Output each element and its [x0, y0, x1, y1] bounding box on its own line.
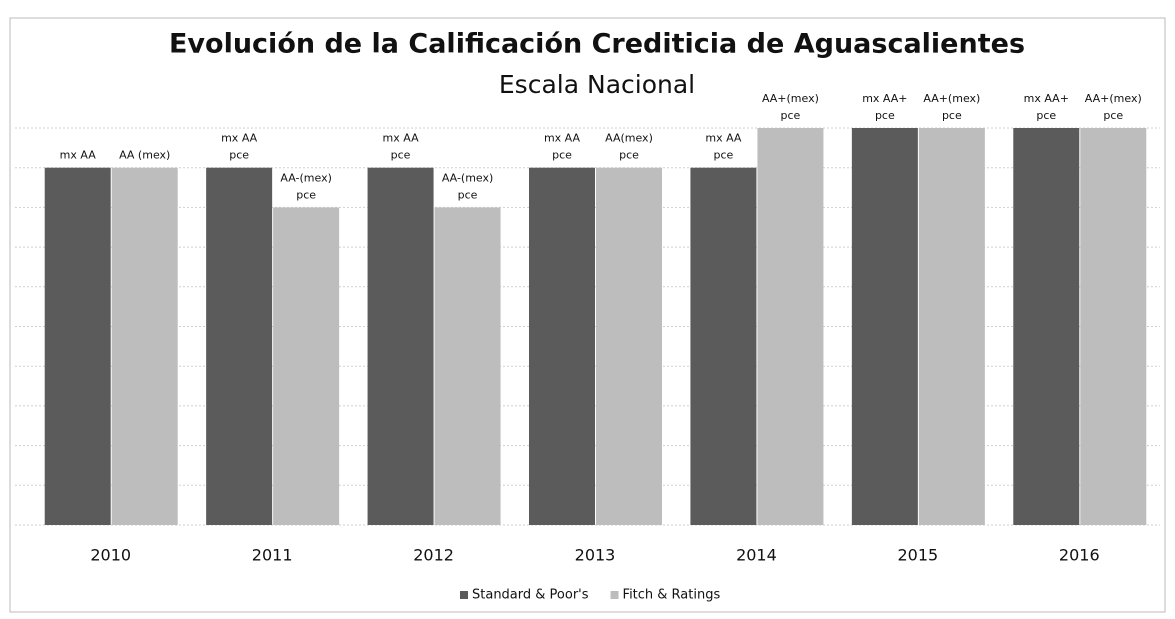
- data-label: pce: [552, 149, 572, 162]
- bar: [434, 207, 501, 525]
- bar: [757, 128, 824, 525]
- legend-swatch: [460, 591, 468, 599]
- bar: [111, 167, 178, 525]
- bar: [367, 167, 434, 525]
- bar: [206, 167, 273, 525]
- data-label: mx AA+: [1024, 92, 1069, 105]
- chart-title: Evolución de la Calificación Crediticia …: [169, 29, 1025, 60]
- data-label: pce: [942, 109, 962, 122]
- bar: [1013, 128, 1080, 525]
- data-label: mx AA+: [862, 92, 907, 105]
- data-label: pce: [229, 149, 249, 162]
- x-tick-label: 2011: [252, 546, 293, 565]
- data-label: pce: [875, 109, 895, 122]
- data-label: pce: [391, 149, 411, 162]
- legend-swatch: [610, 591, 619, 599]
- bar: [851, 128, 918, 525]
- data-label: mx AA: [221, 132, 258, 145]
- data-label: pce: [1103, 109, 1123, 122]
- data-label: pce: [714, 149, 734, 162]
- x-tick-label: 2014: [736, 546, 777, 565]
- data-label: AA (mex): [119, 149, 170, 162]
- x-tick-label: 2012: [413, 546, 454, 565]
- data-label: mx AA: [383, 132, 420, 145]
- data-label: pce: [619, 149, 639, 162]
- data-label: pce: [458, 188, 478, 201]
- chart-frame: [9, 17, 1166, 613]
- legend-label: Standard & Poor's: [472, 588, 589, 603]
- data-label: AA-(mex): [280, 171, 331, 184]
- data-label: AA-(mex): [442, 171, 493, 184]
- legend-label: Fitch & Ratings: [623, 588, 721, 603]
- bar: [918, 128, 985, 525]
- bar: [44, 167, 111, 525]
- data-label: AA(mex): [605, 132, 653, 145]
- bar: [273, 207, 340, 525]
- data-label: pce: [1036, 109, 1056, 122]
- x-tick-label: 2013: [575, 546, 616, 565]
- data-label: pce: [781, 109, 801, 122]
- chart-subtitle: Escala Nacional: [499, 70, 695, 99]
- data-label: mx AA: [705, 132, 742, 145]
- bar: [690, 167, 757, 525]
- bar: [596, 167, 662, 525]
- x-tick-label: 2016: [1059, 546, 1100, 565]
- data-label: mx AA: [544, 132, 581, 145]
- data-label: pce: [296, 188, 316, 201]
- x-tick-label: 2010: [90, 546, 131, 565]
- bar: [1080, 128, 1147, 525]
- bar: [529, 167, 595, 525]
- data-label: mx AA: [60, 149, 97, 162]
- data-label: AA+(mex): [762, 92, 819, 105]
- x-tick-label: 2015: [897, 546, 938, 565]
- data-label: AA+(mex): [923, 92, 980, 105]
- data-label: AA+(mex): [1085, 92, 1142, 105]
